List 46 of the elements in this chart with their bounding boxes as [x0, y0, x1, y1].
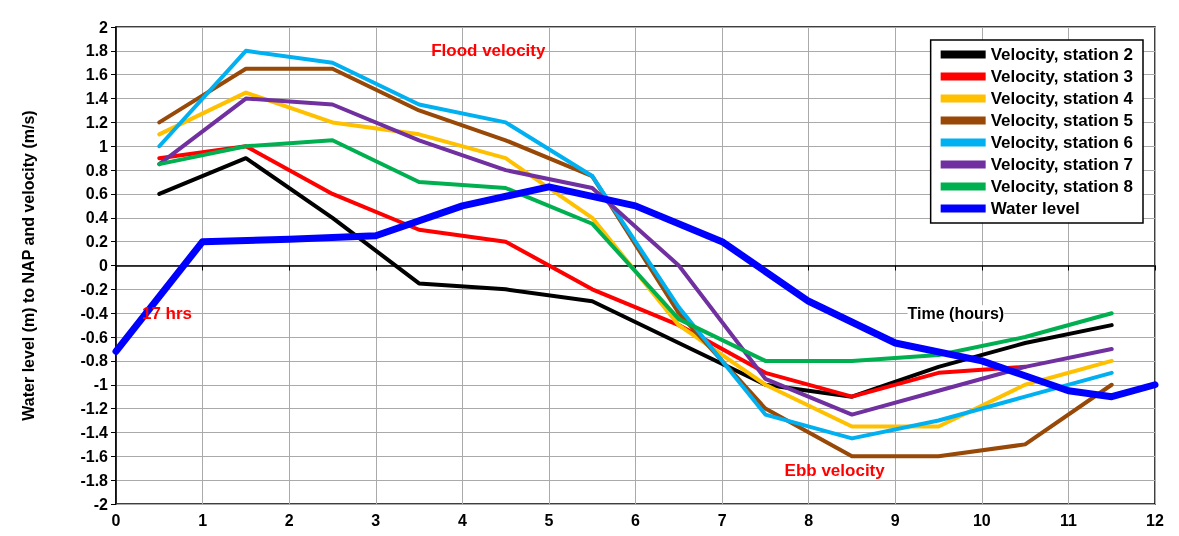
legend-label: Velocity, station 2	[990, 45, 1133, 64]
x-tick-label: 0	[111, 511, 121, 529]
legend-label: Velocity, station 7	[990, 155, 1133, 174]
y-tick-label: 0	[99, 257, 109, 274]
y-tick-label: -0.2	[80, 280, 109, 298]
annotation: Flood velocity	[431, 41, 546, 61]
y-tick-label: 0.8	[85, 161, 109, 179]
y-tick-label: 2	[99, 18, 109, 36]
y-tick-label: -0.6	[80, 328, 109, 346]
legend-label: Velocity, station 4	[990, 89, 1134, 108]
y-tick-label: -1.4	[80, 423, 109, 441]
y-tick-label: 1	[99, 137, 109, 155]
legend-label: Water level	[990, 199, 1080, 218]
x-tick-label: 3	[371, 511, 381, 529]
x-tick-label: 4	[457, 511, 467, 529]
legend-label: Velocity, station 8	[990, 177, 1133, 196]
legend-label: Velocity, station 6	[990, 133, 1133, 152]
y-tick-label: -1	[93, 376, 109, 394]
legend-label: Velocity, station 3	[990, 67, 1133, 86]
y-tick-label: 0.4	[85, 209, 109, 227]
y-tick-label: 1.4	[85, 90, 109, 108]
y-tick-label: -0.8	[80, 352, 109, 370]
y-axis-title: Water level (m) to NAP and velocity (m/s)	[19, 110, 37, 421]
y-tick-label: 1.2	[85, 113, 109, 131]
y-tick-label: 1.8	[85, 42, 109, 60]
y-tick-label: 1.6	[85, 66, 109, 84]
x-tick-label: 2	[284, 511, 294, 529]
x-tick-label: 12	[1146, 511, 1164, 529]
annotation: Ebb velocity	[784, 461, 886, 481]
y-tick-label: 0.6	[85, 185, 109, 203]
y-tick-label: -0.4	[80, 304, 109, 322]
x-tick-label: 5	[544, 511, 554, 529]
x-tick-label: 1	[198, 511, 208, 529]
x-tick-label: 11	[1059, 511, 1077, 529]
x-tick-label: 7	[717, 511, 727, 529]
y-tick-label: -1.2	[80, 400, 109, 418]
x-axis-title: Time (hours)	[907, 304, 1005, 322]
x-tick-label: 6	[631, 511, 641, 529]
y-tick-label: 0.2	[85, 233, 109, 251]
x-tick-label: 9	[890, 511, 900, 529]
x-tick-label: 8	[804, 511, 814, 529]
y-tick-label: -2	[93, 495, 109, 513]
y-tick-label: -1.8	[80, 471, 109, 489]
y-tick-label: -1.6	[80, 447, 109, 465]
x-tick-label: 10	[972, 511, 991, 529]
legend-label: Velocity, station 5	[990, 111, 1133, 130]
